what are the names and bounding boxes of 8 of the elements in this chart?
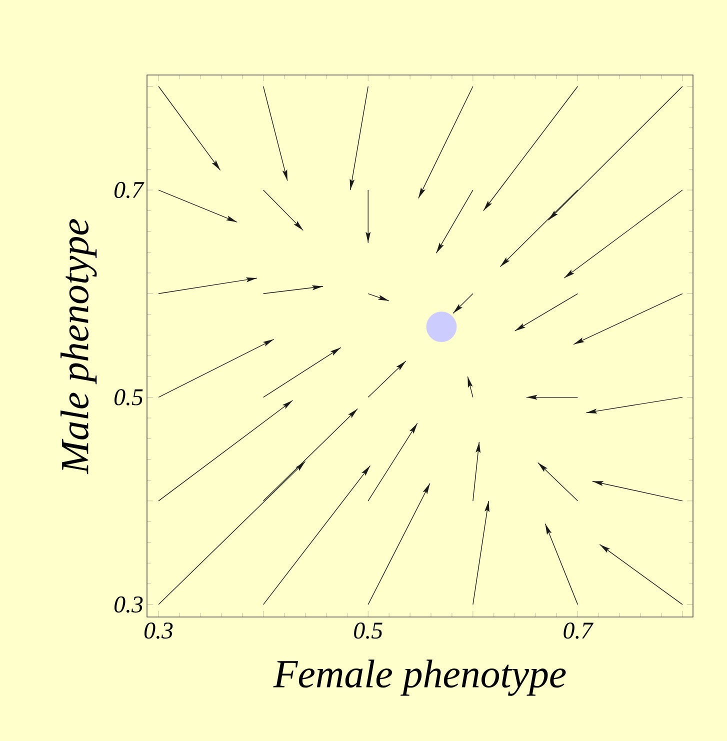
y-axis-title: Male phenotype [60,219,97,474]
x-axis-title: Female phenotype [273,660,566,696]
x-tick-label: 0.3 [144,622,173,639]
x-tick-label: 0.7 [564,622,594,639]
y-tick-label: 0.3 [114,596,143,613]
x-tick-label: 0.5 [354,622,382,639]
y-tick-label: 0.5 [114,389,143,406]
y-tick-label: 0.7 [114,182,144,198]
